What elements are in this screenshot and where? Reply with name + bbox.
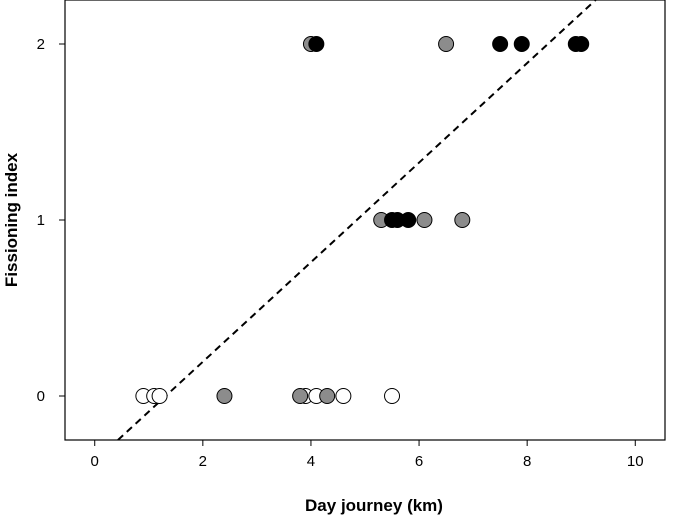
plot-frame	[64, 0, 666, 441]
y-tick-label: 2	[37, 36, 45, 53]
y-tick-label: 1	[37, 212, 45, 229]
data-point-black	[513, 36, 530, 52]
data-point-black	[573, 36, 590, 52]
x-tick-label: 0	[91, 453, 99, 470]
data-point-gray	[416, 212, 433, 228]
x-tick-label: 8	[523, 453, 531, 470]
data-point-black	[400, 212, 417, 228]
x-tick-label: 4	[307, 453, 315, 470]
data-point-gray	[292, 388, 309, 404]
y-axis-title: Fissioning index	[2, 152, 21, 287]
x-tick-label: 6	[415, 453, 423, 470]
x-tick-label: 2	[199, 453, 207, 470]
data-point-black	[492, 36, 509, 52]
data-point-white	[151, 388, 168, 404]
x-tick-label: 10	[627, 453, 644, 470]
x-axis-title: Day journey (km)	[305, 496, 443, 515]
fit-line	[116, 0, 598, 440]
data-point-gray	[319, 388, 336, 404]
data-point-gray	[438, 36, 455, 52]
data-point-black	[308, 36, 325, 52]
y-tick-label: 0	[37, 388, 45, 405]
data-point-gray	[216, 388, 233, 404]
data-point-white	[384, 388, 401, 404]
data-point-white	[335, 388, 352, 404]
data-point-gray	[454, 212, 471, 228]
